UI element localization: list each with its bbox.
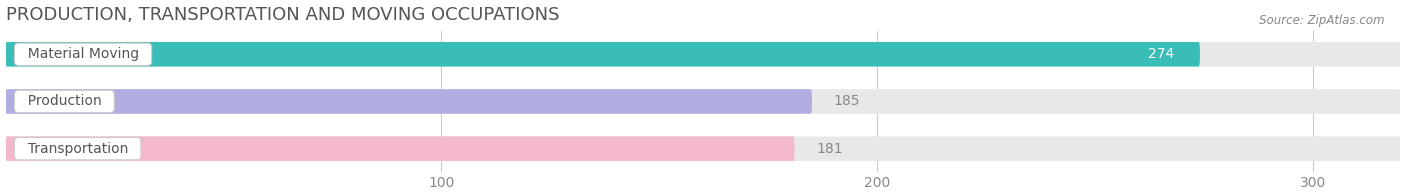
Text: Production: Production — [18, 94, 110, 108]
FancyBboxPatch shape — [6, 136, 794, 161]
Text: 274: 274 — [1147, 47, 1174, 61]
Text: Transportation: Transportation — [18, 142, 136, 156]
Text: Source: ZipAtlas.com: Source: ZipAtlas.com — [1260, 14, 1385, 27]
Text: PRODUCTION, TRANSPORTATION AND MOVING OCCUPATIONS: PRODUCTION, TRANSPORTATION AND MOVING OC… — [6, 5, 560, 24]
FancyBboxPatch shape — [6, 42, 1400, 66]
FancyBboxPatch shape — [6, 89, 813, 114]
FancyBboxPatch shape — [6, 42, 1199, 66]
FancyBboxPatch shape — [6, 136, 1400, 161]
Text: Material Moving: Material Moving — [18, 47, 148, 61]
FancyBboxPatch shape — [6, 89, 1400, 114]
Text: 185: 185 — [834, 94, 860, 108]
Text: 181: 181 — [817, 142, 844, 156]
